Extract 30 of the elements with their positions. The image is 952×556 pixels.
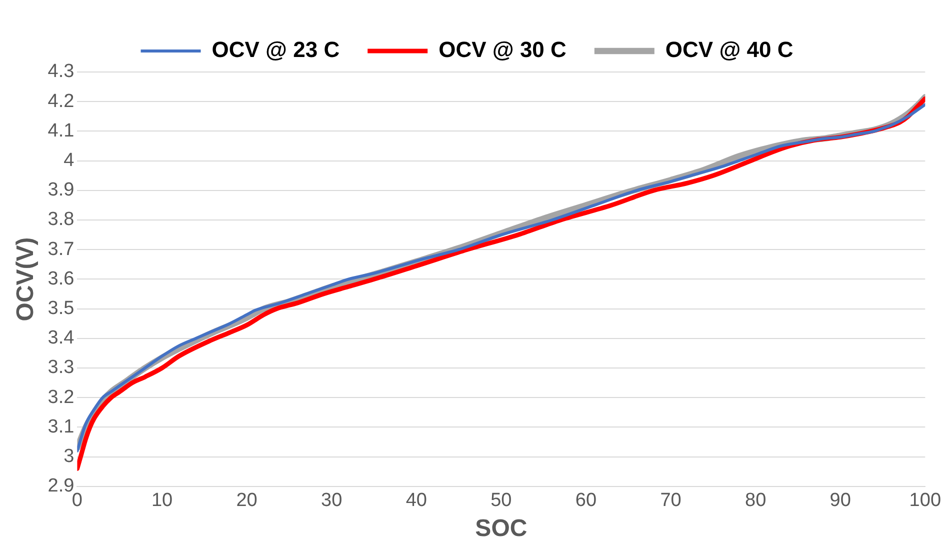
legend-label: OCV @ 30 C <box>438 37 567 62</box>
y-tick-label: 3.1 <box>48 416 74 438</box>
y-tick-label: 4.2 <box>48 90 74 112</box>
x-tick-label: 40 <box>406 490 427 512</box>
x-tick-label: 80 <box>744 490 766 512</box>
y-tick-label: 3.8 <box>48 209 74 230</box>
x-tick-label: 90 <box>830 490 851 512</box>
y-tick-label: 4 <box>64 150 75 172</box>
x-tick-label: 60 <box>575 490 597 512</box>
y-axis-title: OCV(V) <box>12 237 40 322</box>
legend-label: OCV @ 40 C <box>665 37 794 62</box>
x-tick-label: 70 <box>660 490 682 512</box>
x-tick-label: 0 <box>72 490 82 512</box>
y-tick-label: 3 <box>64 446 74 468</box>
x-tick-label: 10 <box>151 490 173 512</box>
y-tick-label: 3.3 <box>48 357 74 378</box>
y-tick-label: 4.3 <box>48 61 74 82</box>
y-tick-label: 3.9 <box>48 180 74 201</box>
y-tick-label: 3.5 <box>48 298 74 320</box>
x-tick-label: 30 <box>321 490 342 512</box>
x-tick-label: 100 <box>909 490 941 512</box>
y-tick-label: 3.6 <box>48 268 74 290</box>
x-tick-label: 20 <box>236 490 258 512</box>
x-axis-title: SOC <box>475 515 528 542</box>
x-tick-label: 50 <box>490 490 512 512</box>
legend-label: OCV @ 23 C <box>212 37 340 62</box>
y-tick-label: 3.4 <box>48 328 75 349</box>
y-tick-label: 3.2 <box>48 386 74 408</box>
y-tick-label: 4.1 <box>48 120 74 142</box>
y-tick-label: 3.7 <box>48 238 74 260</box>
